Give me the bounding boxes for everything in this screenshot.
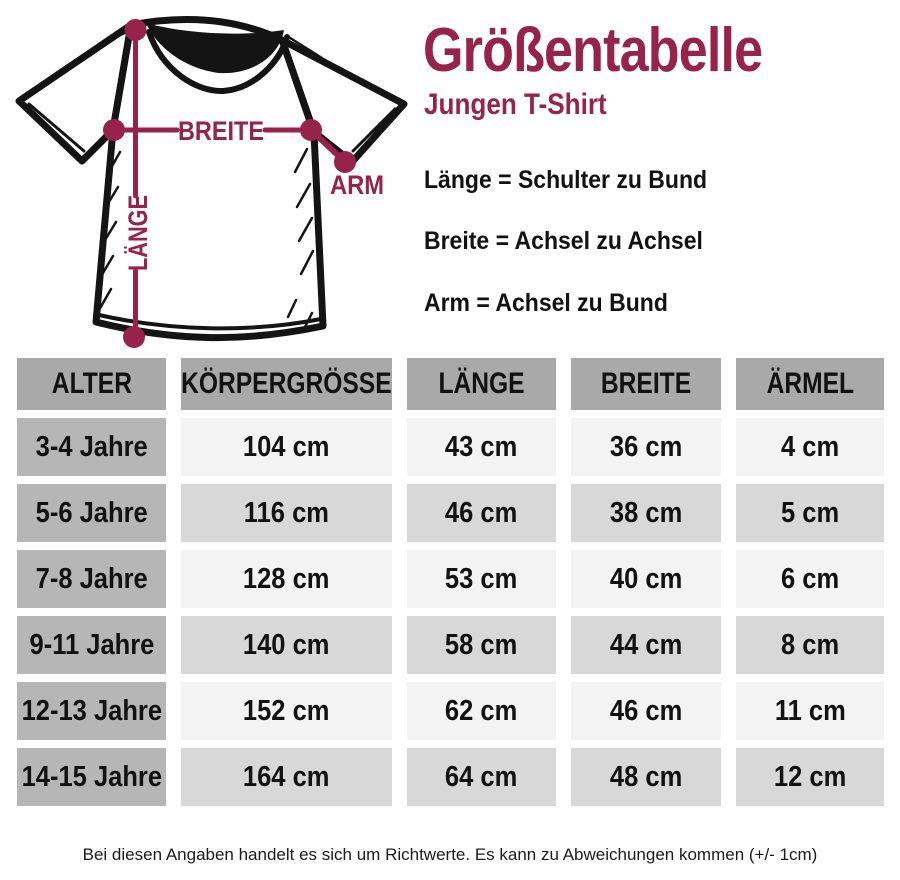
value-cell: 43 cm bbox=[407, 418, 556, 476]
value-cell: 8 cm bbox=[736, 616, 884, 674]
tshirt-diagram-icon: BREITE ARM LÄNGE bbox=[15, 15, 408, 348]
size-table: ALTER KÖRPERGRÖSSE LÄNGE BREITE ÄRMEL 3-… bbox=[17, 358, 884, 806]
hem-dot bbox=[123, 326, 145, 348]
value-cell: 4 cm bbox=[736, 418, 884, 476]
value-cell: 62 cm bbox=[407, 682, 556, 740]
value-cell: 104 cm bbox=[181, 418, 392, 476]
column-header-laenge: LÄNGE bbox=[407, 358, 556, 410]
age-cell: 14-15 Jahre bbox=[17, 748, 166, 806]
fabric-hatch-marks bbox=[97, 147, 315, 333]
tshirt-collar bbox=[146, 23, 284, 74]
value-cell: 64 cm bbox=[407, 748, 556, 806]
value-cell: 48 cm bbox=[571, 748, 721, 806]
age-cell: 7-8 Jahre bbox=[17, 550, 166, 608]
page-title: Größentabelle bbox=[423, 20, 827, 82]
value-cell: 53 cm bbox=[407, 550, 556, 608]
measurement-overlay: BREITE ARM LÄNGE bbox=[103, 19, 384, 348]
value-cell: 116 cm bbox=[181, 484, 392, 542]
definition-breite: Breite = Achsel zu Achsel bbox=[424, 227, 703, 255]
footnote: Bei diesen Angaben handelt es sich um Ri… bbox=[82, 845, 818, 864]
value-cell: 152 cm bbox=[181, 682, 392, 740]
value-cell: 40 cm bbox=[571, 550, 721, 608]
age-cell: 3-4 Jahre bbox=[17, 418, 166, 476]
definition-laenge: Länge = Schulter zu Bund bbox=[424, 166, 708, 194]
right-armpit-dot bbox=[300, 119, 322, 141]
definition-arm: Arm = Achsel zu Bund bbox=[424, 289, 668, 317]
value-cell: 46 cm bbox=[571, 682, 721, 740]
column-header-koerpergroesse: KÖRPERGRÖSSE bbox=[181, 358, 392, 410]
page-title-text: Größentabelle bbox=[423, 16, 763, 85]
column-header-aermel: ÄRMEL bbox=[736, 358, 884, 410]
value-cell: 38 cm bbox=[571, 484, 721, 542]
shoulder-dot bbox=[124, 19, 147, 41]
value-cell: 12 cm bbox=[736, 748, 884, 806]
value-cell: 46 cm bbox=[407, 484, 556, 542]
column-header-breite: BREITE bbox=[571, 358, 721, 410]
age-cell: 5-6 Jahre bbox=[17, 484, 166, 542]
value-cell: 5 cm bbox=[736, 484, 884, 542]
page-subtitle: Jungen T-Shirt bbox=[424, 90, 634, 120]
column-header-alter: ALTER bbox=[17, 358, 166, 410]
age-cell: 9-11 Jahre bbox=[17, 616, 166, 674]
value-cell: 11 cm bbox=[736, 682, 884, 740]
arm-end-dot bbox=[334, 151, 356, 173]
age-cell: 12-13 Jahre bbox=[17, 682, 166, 740]
page-subtitle-text: Jungen T-Shirt bbox=[424, 88, 607, 121]
arm-diagram-label: ARM bbox=[330, 170, 384, 200]
value-cell: 128 cm bbox=[181, 550, 392, 608]
value-cell: 44 cm bbox=[571, 616, 721, 674]
left-armpit-dot bbox=[103, 119, 125, 141]
value-cell: 140 cm bbox=[181, 616, 392, 674]
value-cell: 6 cm bbox=[736, 550, 884, 608]
value-cell: 164 cm bbox=[181, 748, 392, 806]
value-cell: 58 cm bbox=[407, 616, 556, 674]
breite-diagram-label: BREITE bbox=[178, 116, 264, 146]
laenge-diagram-label: LÄNGE bbox=[123, 195, 153, 271]
value-cell: 36 cm bbox=[571, 418, 721, 476]
